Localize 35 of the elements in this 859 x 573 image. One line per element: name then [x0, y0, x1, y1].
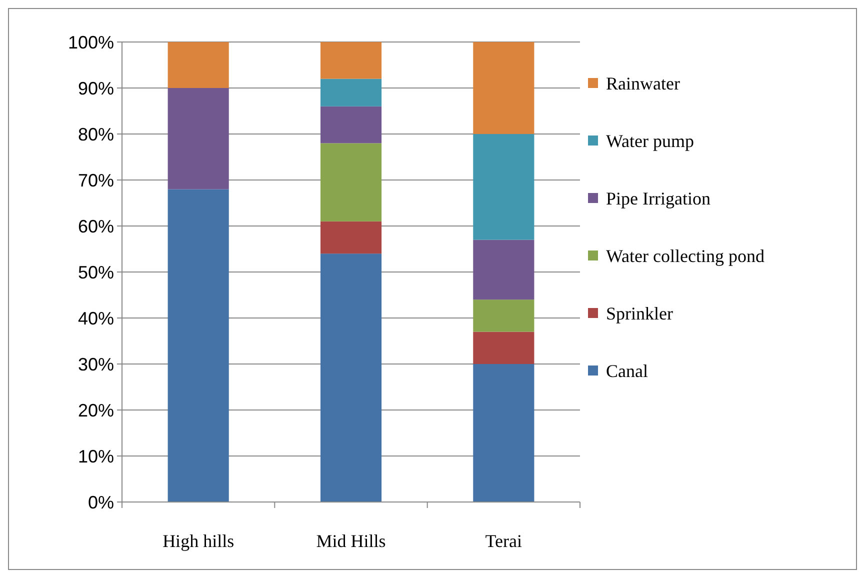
bar [168, 42, 229, 88]
bar [320, 42, 382, 79]
y-tick-label: 90% [78, 78, 114, 98]
bar [473, 240, 534, 300]
y-tick-label: 0% [88, 492, 114, 512]
y-tick-label: 100% [68, 32, 114, 52]
legend-label: Water pump [606, 130, 694, 151]
bar [473, 332, 534, 364]
bar [320, 254, 382, 502]
bar [473, 42, 534, 134]
legend-label: Pipe Irrigation [606, 188, 710, 208]
bar [473, 300, 534, 332]
y-tick-label: 80% [78, 124, 114, 144]
bar [320, 106, 382, 144]
x-tick-label: Terai [485, 531, 522, 551]
y-tick-label: 40% [78, 308, 114, 328]
legend-label: Sprinkler [606, 303, 673, 324]
legend-label: Rainwater [606, 73, 680, 94]
x-tick-label: High hills [162, 531, 234, 551]
bar [473, 364, 534, 502]
bar [320, 221, 382, 254]
x-tick-label: Mid Hills [316, 531, 386, 551]
bar [320, 143, 382, 222]
legend-label: Canal [606, 360, 648, 381]
bar [473, 134, 534, 240]
y-tick-label: 10% [78, 446, 114, 466]
bar [320, 78, 382, 106]
y-tick-label: 70% [78, 170, 114, 190]
bar [168, 189, 229, 502]
y-tick-label: 50% [78, 262, 114, 282]
bar [168, 88, 229, 190]
y-tick-label: 20% [78, 400, 114, 420]
y-tick-label: 30% [78, 354, 114, 374]
y-tick-label: 60% [78, 216, 114, 236]
legend-label: Water collecting pond [606, 246, 764, 266]
